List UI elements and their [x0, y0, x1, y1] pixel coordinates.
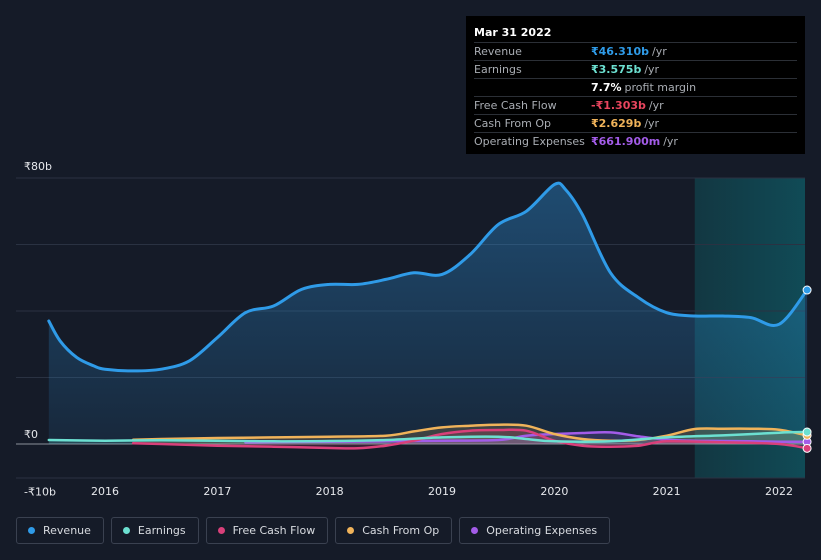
tooltip-row-unit: /yr [663, 135, 678, 148]
legend-item-free-cash-flow[interactable]: Free Cash Flow [205, 517, 329, 544]
tooltip-panel: Mar 31 2022 Revenue ₹46.310b/yr Earnings ₹3… [466, 16, 805, 154]
tooltip-row: Free Cash Flow -₹1.303b/yr [474, 96, 797, 114]
tooltip-row: Revenue ₹46.310b/yr [474, 42, 797, 60]
tooltip-row-unit: /yr [644, 117, 660, 130]
tooltip-row-label: Cash From Op [474, 117, 552, 130]
y-tick-label: ₹80b [24, 160, 52, 173]
legend-label: Free Cash Flow [232, 524, 316, 537]
tooltip-row-unit: profit margin [624, 81, 697, 94]
series-endpoint-revenue [802, 285, 812, 295]
tooltip-row: Operating Expenses ₹661.900m/yr [474, 132, 797, 150]
y-tick-label: -₹10b [24, 485, 56, 498]
legend-label: Earnings [137, 524, 186, 537]
tooltip-row-value: 7.7% [591, 81, 622, 94]
legend-item-earnings[interactable]: Earnings [110, 517, 199, 544]
legend-dot-icon [28, 527, 35, 534]
legend-item-operating-expenses[interactable]: Operating Expenses [459, 517, 611, 544]
tooltip-row-label: Earnings [474, 63, 522, 76]
tooltip-row-value: ₹2.629b [591, 117, 642, 130]
legend-dot-icon [347, 527, 355, 534]
x-tick-label: 2019 [428, 485, 456, 498]
x-tick-label: 2018 [316, 485, 344, 498]
tooltip-row-unit: /yr [651, 45, 667, 58]
tooltip-row-label: Free Cash Flow [474, 99, 557, 112]
legend: Revenue Earnings Free Cash Flow Cash From O… [16, 517, 617, 546]
series-line-free-cash-flow [131, 428, 809, 450]
x-axis: 2016 2017 2018 2019 2020 2021 2022 [91, 485, 793, 498]
tooltip-row-label: Operating Expenses [474, 135, 585, 148]
tooltip-row: Cash From Op ₹2.629b/yr [474, 114, 797, 132]
series-area-cash-from-op [133, 424, 808, 444]
legend-label: Cash From Op [362, 524, 440, 537]
tooltip-row-label: Revenue [474, 45, 522, 58]
tooltip-row: Earnings ₹3.575b/yr [474, 60, 797, 78]
x-tick-label: 2021 [653, 485, 681, 498]
tooltip-row: 7.7% profit margin [474, 78, 797, 96]
legend-dot-icon [471, 527, 479, 534]
legend-label: Operating Expenses [486, 524, 598, 537]
tooltip-row-value: ₹3.575b [591, 63, 642, 76]
series-area-free-cash-flow [133, 429, 808, 449]
x-tick-label: 2016 [91, 485, 119, 498]
revenue-area [48, 183, 808, 444]
tooltip-rows: Revenue ₹46.310b/yr Earnings ₹3.575b/yr 7.7%… [474, 42, 797, 150]
tooltip-date: Mar 31 2022 [474, 26, 552, 39]
series-line-revenue [47, 181, 809, 373]
series-endpoint-earnings [802, 427, 812, 437]
tooltip-row-unit: /yr [644, 63, 660, 76]
series-line-earnings [47, 430, 809, 443]
series-layer [47, 181, 812, 453]
series-endpoint-free-cash-flow [802, 443, 812, 453]
y-axis: ₹80b ₹0 -₹10b [24, 160, 56, 498]
tooltip-row-label [474, 79, 591, 96]
chart-canvas: ₹80b ₹0 -₹10b 2016 2017 2018 2019 2020 2021 2022 [16, 160, 812, 498]
legend-dot-icon [122, 527, 130, 534]
legend-dot-icon [217, 527, 225, 534]
tooltip-row-value: ₹661.900m [591, 135, 661, 148]
x-tick-label: 2020 [540, 485, 568, 498]
legend-item-cash-from-op[interactable]: Cash From Op [335, 517, 453, 544]
tooltip-row-value: ₹46.310b [591, 45, 649, 58]
legend-item-revenue[interactable]: Revenue [16, 517, 104, 544]
y-tick-label: ₹0 [24, 428, 38, 441]
x-tick-label: 2022 [765, 485, 793, 498]
tooltip-row-value: -₹1.303b [591, 99, 646, 112]
legend-label: Revenue [43, 524, 91, 537]
x-tick-label: 2017 [203, 485, 231, 498]
tooltip-row-unit: /yr [648, 99, 664, 112]
series-line-cash-from-op [131, 423, 809, 442]
